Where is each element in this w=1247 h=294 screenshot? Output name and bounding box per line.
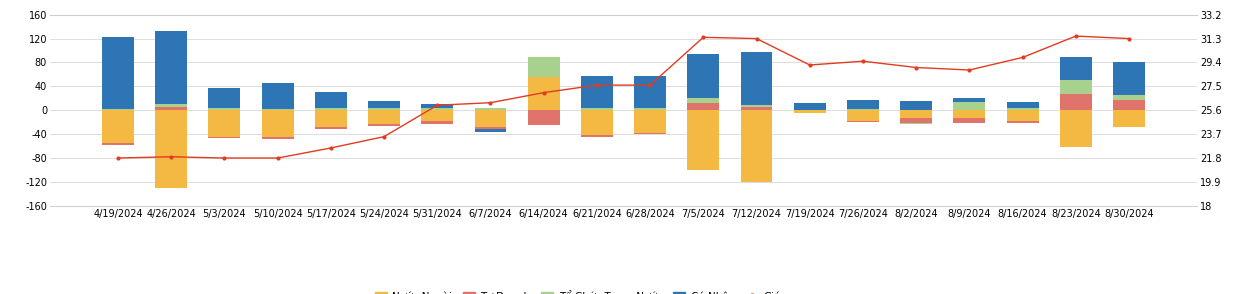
- Bar: [421, 121, 453, 124]
- Bar: [741, 110, 772, 182]
- Bar: [741, 52, 772, 106]
- Bar: [315, 110, 347, 127]
- Bar: [741, 107, 772, 110]
- Bar: [687, 103, 720, 110]
- Bar: [475, 108, 506, 110]
- Bar: [741, 106, 772, 107]
- Bar: [900, 101, 932, 110]
- Bar: [1114, 62, 1145, 95]
- Bar: [581, 108, 612, 110]
- Bar: [315, 127, 347, 129]
- Bar: [847, 121, 879, 122]
- Bar: [155, 107, 187, 110]
- Bar: [900, 118, 932, 123]
- Bar: [155, 31, 187, 104]
- Bar: [368, 110, 400, 124]
- Bar: [1114, 95, 1145, 99]
- Bar: [635, 133, 666, 134]
- Bar: [102, 110, 133, 143]
- Bar: [687, 110, 720, 170]
- Bar: [102, 109, 133, 110]
- Bar: [954, 103, 985, 110]
- Bar: [208, 108, 241, 110]
- Bar: [1060, 56, 1092, 80]
- Bar: [208, 88, 241, 108]
- Bar: [900, 110, 932, 118]
- Legend: Nước Ngoài, Tư Doanh, Tổ Chức Trong Nước, Cá Nhân, Giá: Nước Ngoài, Tư Doanh, Tổ Chức Trong Nước…: [370, 285, 784, 294]
- Bar: [1060, 93, 1092, 110]
- Bar: [1114, 110, 1145, 127]
- Bar: [1006, 108, 1039, 110]
- Bar: [1006, 121, 1039, 123]
- Bar: [847, 110, 879, 121]
- Bar: [1006, 110, 1039, 121]
- Bar: [527, 110, 560, 125]
- Bar: [687, 54, 720, 98]
- Bar: [421, 110, 453, 121]
- Bar: [635, 110, 666, 133]
- Bar: [581, 135, 612, 137]
- Bar: [527, 56, 560, 77]
- Bar: [315, 92, 347, 108]
- Bar: [262, 110, 293, 137]
- Bar: [262, 83, 293, 109]
- Bar: [155, 110, 187, 188]
- Bar: [1006, 102, 1039, 108]
- Bar: [900, 123, 932, 124]
- Bar: [102, 143, 133, 145]
- Bar: [847, 109, 879, 110]
- Bar: [421, 108, 453, 110]
- Bar: [581, 76, 612, 108]
- Bar: [954, 118, 985, 123]
- Bar: [635, 108, 666, 110]
- Bar: [794, 110, 826, 113]
- Bar: [368, 108, 400, 110]
- Bar: [527, 77, 560, 110]
- Bar: [208, 137, 241, 138]
- Bar: [475, 110, 506, 127]
- Bar: [1060, 110, 1092, 147]
- Bar: [847, 100, 879, 109]
- Bar: [954, 110, 985, 118]
- Bar: [155, 104, 187, 107]
- Bar: [581, 110, 612, 135]
- Bar: [1114, 99, 1145, 110]
- Bar: [421, 104, 453, 108]
- Bar: [208, 110, 241, 137]
- Bar: [1060, 80, 1092, 93]
- Bar: [687, 98, 720, 103]
- Bar: [475, 127, 506, 129]
- Bar: [262, 109, 293, 110]
- Bar: [954, 98, 985, 103]
- Bar: [368, 124, 400, 126]
- Bar: [475, 129, 506, 132]
- Bar: [794, 103, 826, 110]
- Bar: [262, 137, 293, 139]
- Bar: [102, 37, 133, 109]
- Bar: [315, 108, 347, 110]
- Bar: [368, 101, 400, 108]
- Bar: [635, 76, 666, 108]
